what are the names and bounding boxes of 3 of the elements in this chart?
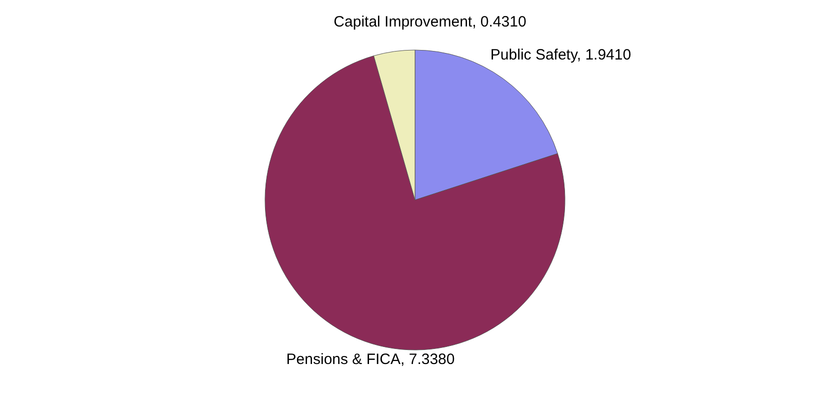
slice-label: Capital Improvement, 0.4310 — [334, 14, 526, 31]
slice-label: Pensions & FICA, 7.3380 — [286, 350, 455, 368]
slice-label: Public Safety, 1.9410 — [490, 46, 632, 64]
